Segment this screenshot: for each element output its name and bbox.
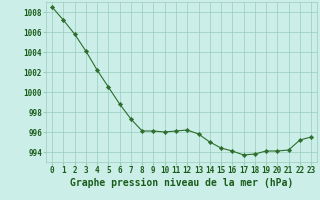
- X-axis label: Graphe pression niveau de la mer (hPa): Graphe pression niveau de la mer (hPa): [70, 178, 293, 188]
